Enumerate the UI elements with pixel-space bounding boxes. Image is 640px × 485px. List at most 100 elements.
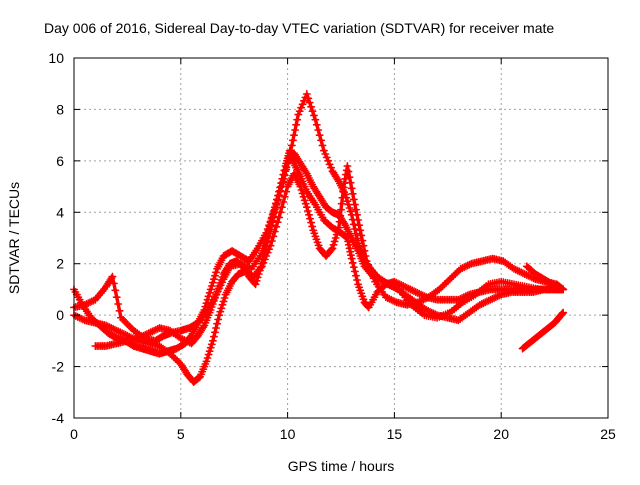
data-point: [269, 212, 278, 221]
data-point: [559, 285, 568, 294]
data-point: [303, 207, 312, 215]
data-point: [331, 234, 340, 242]
data-point: [212, 268, 221, 277]
data-point: [269, 232, 278, 241]
data-point: [330, 237, 339, 246]
data-point: [349, 263, 358, 272]
data-point: [344, 200, 353, 209]
data-point: [307, 218, 316, 227]
data-point: [262, 242, 271, 251]
data-point: [220, 294, 229, 302]
data-point: [358, 292, 367, 301]
data-point: [215, 282, 224, 290]
data-point: [355, 221, 364, 230]
data-point: [292, 120, 301, 129]
y-tick-label: 10: [48, 50, 64, 66]
data-point: [207, 340, 216, 349]
data-point: [328, 244, 337, 253]
data-point: [265, 229, 274, 238]
data-point: [333, 227, 342, 236]
data-point: [267, 237, 276, 245]
x-tick-label: 0: [70, 426, 78, 442]
data-point: [205, 347, 214, 356]
data-point: [217, 304, 226, 313]
plot-frame: [73, 57, 609, 419]
data-point: [307, 102, 316, 111]
data-point: [299, 192, 308, 201]
data-point: [271, 204, 280, 212]
data-point: [217, 276, 226, 284]
data-point: [345, 204, 354, 212]
data-point: [304, 94, 313, 103]
data-point: [280, 192, 289, 201]
data-point: [277, 182, 286, 191]
data-point: [347, 184, 356, 193]
data-point: [350, 225, 359, 233]
data-point: [214, 315, 223, 324]
data-point: [276, 186, 285, 195]
data-point: [315, 131, 324, 140]
data-point: [257, 259, 266, 268]
x-tick-label: 20: [493, 426, 509, 442]
data-point: [270, 208, 279, 217]
data-point: [317, 136, 326, 145]
data-point: [114, 300, 123, 308]
data-point: [300, 196, 309, 205]
data-point: [358, 236, 367, 245]
data-point: [353, 210, 362, 219]
data-point: [212, 291, 221, 299]
data-point: [313, 238, 322, 247]
data-point: [200, 306, 209, 314]
data-point: [334, 223, 343, 232]
data-point: [304, 210, 313, 219]
data-point: [208, 300, 217, 308]
data-point: [202, 357, 211, 366]
data-point: [343, 197, 352, 206]
data-point: [251, 280, 260, 289]
data-point: [207, 282, 216, 290]
data-point: [267, 221, 276, 230]
data-point: [209, 275, 218, 284]
data-point: [259, 255, 268, 264]
data-point: [201, 302, 210, 311]
data-point: [209, 332, 218, 341]
data-point: [214, 285, 223, 293]
data-point: [357, 231, 366, 240]
data-point: [210, 271, 219, 280]
data-point: [266, 225, 275, 234]
data-point: [204, 350, 213, 359]
x-tick-label: 25: [600, 426, 616, 442]
data-point: [254, 270, 263, 278]
data-point: [219, 297, 228, 306]
data-point: [203, 354, 212, 362]
data-point: [357, 289, 366, 298]
data-point: [210, 294, 219, 302]
data-point: [273, 195, 282, 204]
data-point: [312, 235, 321, 244]
data-point: [359, 241, 368, 250]
data-point: [297, 186, 306, 194]
data-point: [216, 307, 225, 316]
data-point: [310, 229, 319, 238]
data-point: [206, 285, 215, 294]
data-point: [275, 213, 284, 222]
data-point: [272, 222, 281, 231]
data-point: [296, 182, 305, 191]
data-point: [260, 251, 269, 260]
data-point: [355, 283, 364, 292]
data-point: [356, 286, 365, 295]
data-point: [203, 295, 212, 304]
data-point: [202, 299, 211, 308]
data-point: [293, 115, 302, 124]
data-point: [302, 203, 311, 212]
data-point: [212, 324, 221, 332]
series-track-f: [522, 262, 568, 294]
data-point: [218, 300, 227, 309]
data-point: [108, 272, 117, 281]
data-point: [290, 131, 299, 140]
data-point: [345, 173, 354, 182]
data-point: [278, 178, 287, 187]
data-point: [282, 187, 291, 196]
data-point: [559, 308, 568, 317]
